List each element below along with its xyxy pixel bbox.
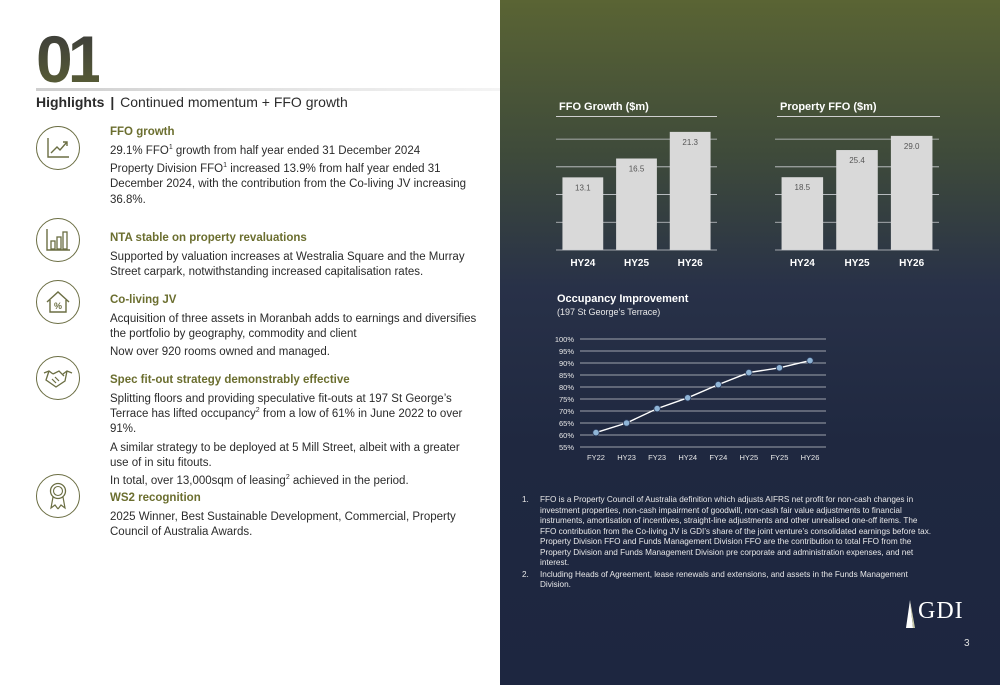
data-point — [745, 368, 753, 377]
highlight-heading: Spec fit-out strategy demonstrably effec… — [110, 374, 350, 386]
bar — [781, 177, 824, 250]
highlight-coliving: % Co-living JV Acquisition of three asse… — [36, 280, 486, 360]
growth-chart-icon — [36, 126, 80, 170]
house-percent-icon: % — [36, 280, 80, 324]
title-separator: | — [110, 94, 115, 110]
x-tick-label: FY25 — [770, 453, 788, 462]
highlight-text: Supported by valuation increases at West… — [110, 250, 465, 279]
highlight-text: Property Division FFO1 increased 13.9% f… — [110, 162, 467, 206]
bar-value-label: 18.5 — [795, 183, 811, 192]
award-ribbon-icon — [36, 474, 80, 518]
left-panel: 01 Highlights | Continued momentum + FFO… — [36, 22, 500, 544]
data-point — [714, 380, 722, 389]
highlight-text: A similar strategy to be deployed at 5 M… — [110, 441, 460, 469]
x-tick-label: HY25 — [844, 258, 869, 269]
x-tick-label: FY23 — [648, 453, 666, 462]
title-underline — [36, 88, 500, 91]
chart-title-ffo-growth: FFO Growth ($m) — [559, 101, 649, 113]
footnote-text: Including Heads of Agreement, lease rene… — [540, 569, 908, 590]
chart-title-rule — [556, 116, 717, 117]
data-point — [622, 419, 631, 427]
x-tick-label: HY25 — [624, 258, 649, 269]
x-tick-label: HY23 — [617, 453, 636, 462]
data-point — [592, 429, 600, 437]
y-tick-label: 60% — [559, 431, 574, 440]
bar-value-label: 16.5 — [629, 165, 645, 174]
bar — [562, 177, 604, 250]
data-point — [775, 364, 784, 372]
highlight-ws2: WS2 recognition 2025 Winner, Best Sustai… — [36, 474, 486, 544]
footnote: 2. Including Heads of Agreement, lease r… — [522, 570, 932, 591]
chart-title-occupancy: Occupancy Improvement — [557, 293, 689, 305]
y-tick-label: 65% — [559, 419, 574, 428]
occupancy-line-chart: 100% 95% 90% 85% 80% 75% 70% 65% 60% 55% FY22 HY23 F… — [555, 335, 826, 462]
highlight-nta: NTA stable on property revaluations Supp… — [36, 218, 486, 278]
highlight-heading: WS2 recognition — [110, 492, 201, 504]
right-panel — [500, 0, 1000, 685]
footnote: 1. FFO is a Property Council of Australi… — [522, 495, 932, 569]
data-point — [684, 394, 692, 402]
x-tick-label: HY26 — [899, 258, 924, 269]
x-tick-label: HY24 — [678, 453, 697, 462]
x-tick-label: HY26 — [678, 258, 703, 269]
ffo-growth-chart: 13.1 HY24 16.5 HY25 21.3 HY26 — [556, 131, 717, 269]
bar — [669, 131, 711, 250]
data-point — [806, 356, 814, 365]
svg-text:%: % — [54, 301, 62, 311]
x-tick-label: HY24 — [570, 258, 595, 269]
x-tick-label: HY24 — [790, 258, 815, 269]
y-tick-label: 90% — [559, 359, 574, 368]
title-bold: Highlights — [36, 94, 105, 110]
page-title: Highlights | Continued momentum + FFO gr… — [36, 94, 348, 110]
series-line — [595, 359, 811, 434]
y-tick-label: 70% — [559, 407, 574, 416]
highlight-text: Now over 920 rooms owned and managed. — [110, 346, 330, 359]
chart-subtitle-occupancy: (197 St George’s Terrace) — [557, 307, 661, 317]
highlight-heading: Co-living JV — [110, 294, 177, 306]
y-tick-label: 100% — [555, 335, 575, 344]
data-point — [653, 405, 661, 413]
footnote-text: FFO is a Property Council of Australia d… — [540, 495, 932, 567]
bar-value-label: 29.0 — [904, 142, 920, 151]
page-number: 3 — [964, 638, 970, 649]
bar-value-label: 21.3 — [682, 138, 698, 147]
highlight-heading: NTA stable on property revaluations — [110, 232, 307, 244]
chart-title-property-ffo: Property FFO ($m) — [780, 101, 877, 113]
y-tick-label: 55% — [559, 443, 574, 452]
footnotes: 1. FFO is a Property Council of Australi… — [522, 495, 932, 592]
x-tick-label: FY24 — [709, 453, 727, 462]
chart-title-rule — [777, 116, 940, 117]
y-tick-label: 95% — [559, 347, 574, 356]
highlight-text: 29.1% FFO1 growth from half year ended 3… — [110, 143, 421, 157]
y-tick-label: 85% — [559, 371, 574, 380]
footnote-number: 2. — [522, 569, 529, 579]
title-rest: Continued momentum + FFO growth — [120, 94, 348, 110]
footnote-number: 1. — [522, 495, 529, 504]
property-ffo-chart: 18.5 HY24 25.4 HY25 29.0 HY26 — [775, 135, 939, 269]
gdi-logo-mark — [906, 600, 915, 628]
bar-value-label: 13.1 — [575, 183, 591, 192]
x-tick-label: HY26 — [801, 453, 820, 462]
handshake-icon — [36, 356, 80, 400]
y-tick-label: 80% — [559, 383, 574, 392]
highlight-ffo-growth: FFO growth 29.1% FFO1 growth from half y… — [36, 126, 486, 216]
logo-text: GDI — [918, 598, 964, 624]
y-tick-label: 75% — [559, 395, 574, 404]
bar — [836, 150, 878, 250]
x-tick-label: HY25 — [739, 453, 758, 462]
highlight-text: In total, over 13,000sqm of leasing2 ach… — [110, 474, 409, 488]
highlight-text: 2025 Winner, Best Sustainable Developmen… — [110, 510, 456, 539]
highlight-spec-fitout: Spec fit-out strategy demonstrably effec… — [36, 356, 486, 488]
x-tick-label: FY22 — [587, 453, 605, 462]
highlight-text: Acquisition of three assets in Moranbah … — [110, 312, 477, 341]
section-number: 01 — [36, 22, 104, 96]
bar — [890, 135, 933, 250]
bar-value-label: 25.4 — [849, 156, 865, 165]
bar-chart-icon — [36, 218, 80, 262]
highlight-heading: FFO growth — [110, 126, 175, 138]
bar — [616, 158, 657, 250]
highlight-text: Splitting floors and providing speculati… — [110, 392, 463, 436]
